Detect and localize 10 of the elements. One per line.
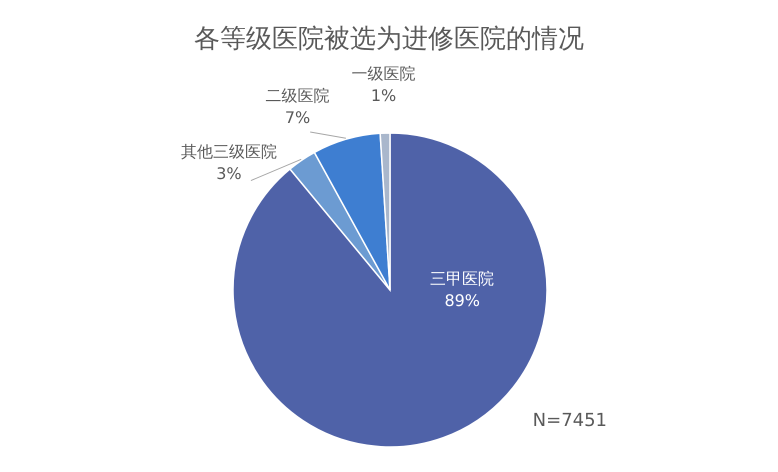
slice-label: 其他三级医院 bbox=[180, 142, 277, 162]
chart-title: 各等级医院被选为进修医院的情况 bbox=[194, 24, 584, 54]
slice-label: 一级医院 bbox=[352, 64, 416, 84]
data-label: 89% bbox=[444, 291, 480, 310]
text: N=7451 bbox=[532, 410, 607, 431]
slice-label: 三甲医院 bbox=[430, 269, 494, 288]
slice-label: 二级医院 bbox=[266, 86, 330, 106]
data-label: 3% bbox=[216, 164, 242, 184]
data-label: 7% bbox=[284, 108, 310, 128]
data-label: 1% bbox=[370, 86, 396, 106]
